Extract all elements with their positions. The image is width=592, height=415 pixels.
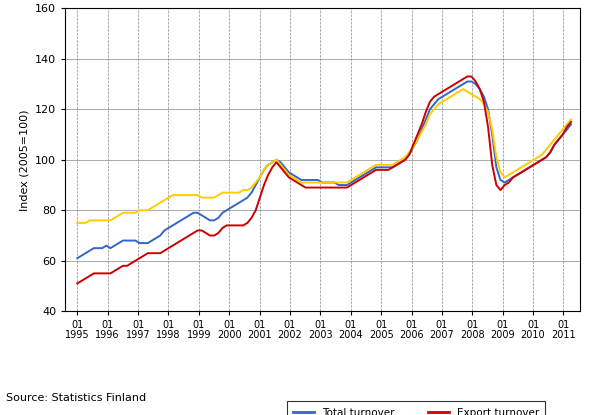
Total turnover	[207, 218, 214, 223]
Total turnover	[468, 79, 475, 84]
Total turnover	[568, 122, 575, 127]
Domestic turnover	[568, 117, 575, 122]
Y-axis label: Index (2005=100): Index (2005=100)	[20, 109, 30, 210]
Total turnover	[348, 180, 355, 185]
Domestic turnover	[178, 193, 185, 198]
Total turnover	[414, 137, 421, 142]
Total turnover	[74, 256, 81, 261]
Export turnover	[464, 74, 471, 79]
Line: Domestic turnover: Domestic turnover	[78, 89, 571, 223]
Total turnover	[555, 137, 562, 142]
Domestic turnover	[555, 132, 562, 137]
Domestic turnover	[468, 92, 475, 97]
Total turnover	[464, 79, 471, 84]
Export turnover	[207, 233, 214, 238]
Domestic turnover	[348, 178, 355, 183]
Line: Total turnover: Total turnover	[78, 81, 571, 258]
Export turnover	[74, 281, 81, 286]
Export turnover	[568, 120, 575, 124]
Legend: Total turnover, Domestic turnover, Export turnover: Total turnover, Domestic turnover, Expor…	[287, 401, 545, 415]
Domestic turnover	[459, 87, 466, 92]
Domestic turnover	[414, 137, 421, 142]
Export turnover	[414, 132, 421, 137]
Total turnover	[178, 218, 185, 223]
Domestic turnover	[74, 220, 81, 225]
Domestic turnover	[207, 195, 214, 200]
Export turnover	[178, 238, 185, 243]
Export turnover	[555, 137, 562, 142]
Text: Source: Statistics Finland: Source: Statistics Finland	[6, 393, 146, 403]
Export turnover	[348, 183, 355, 188]
Line: Export turnover: Export turnover	[78, 76, 571, 283]
Export turnover	[468, 74, 475, 79]
